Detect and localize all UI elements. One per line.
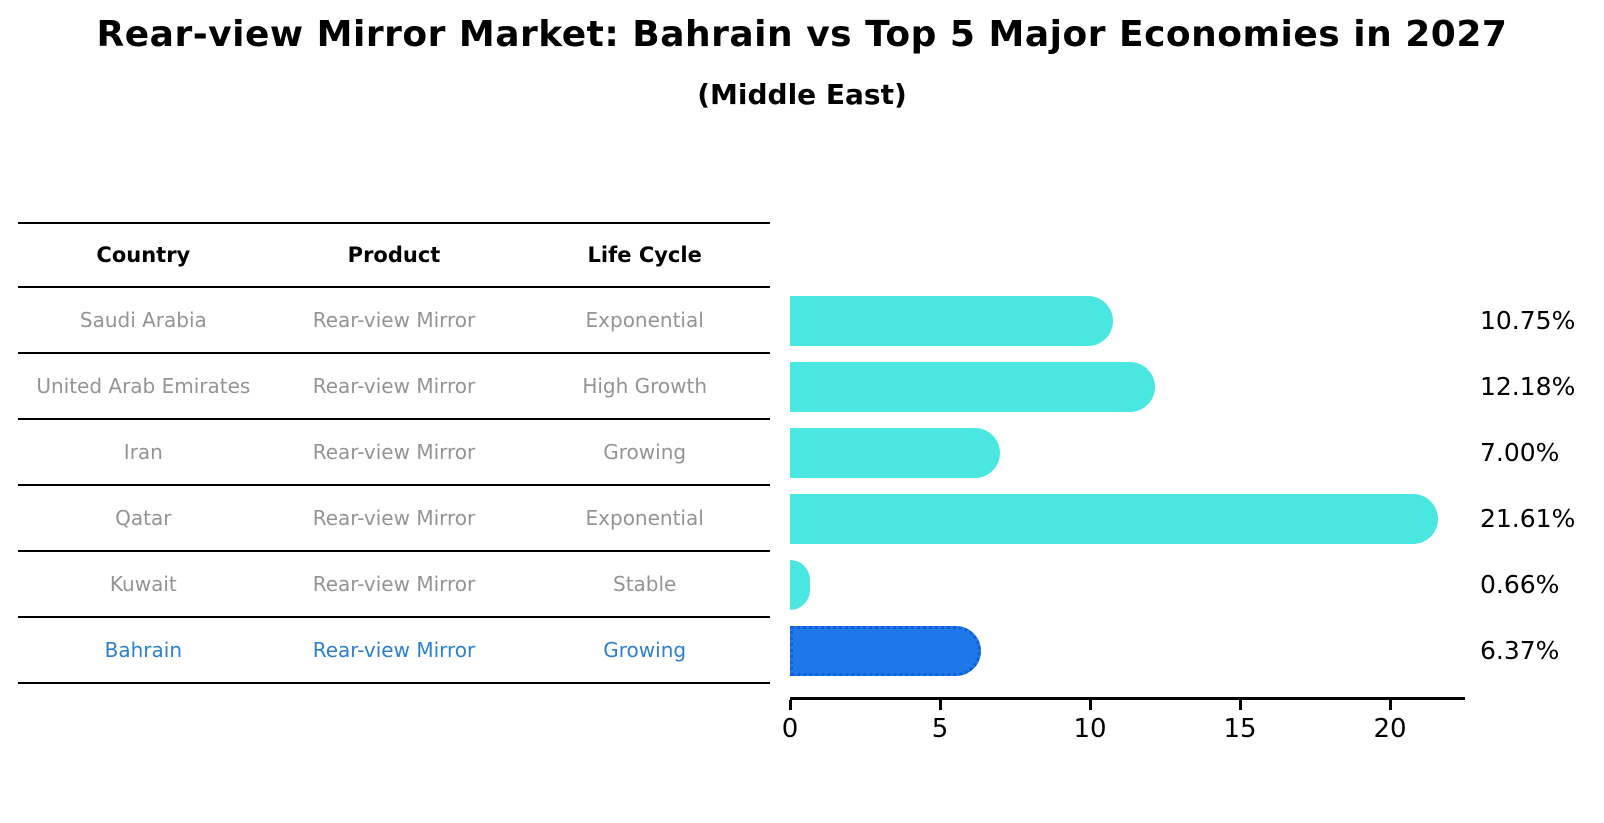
x-tick-label: 0 (781, 714, 799, 744)
cell-product: Rear-view Mirror (312, 506, 476, 530)
table-row: Saudi Arabia Rear-view Mirror Exponentia… (18, 288, 770, 354)
chart-subtitle: (Middle East) (697, 78, 907, 111)
x-tick-label: 10 (1073, 714, 1107, 744)
bar-bahrain-highlighted (790, 626, 982, 676)
value-label: 6.37% (1480, 636, 1560, 665)
x-tick-label: 20 (1373, 714, 1407, 744)
cell-product: Rear-view Mirror (312, 440, 476, 464)
bar-iran (790, 428, 1000, 478)
x-tick-label: 15 (1223, 714, 1257, 744)
cell-life-cycle: High Growth (582, 374, 708, 398)
x-tick-mark (1239, 700, 1242, 710)
bar-united-arab-emirates (790, 362, 1156, 412)
value-label: 0.66% (1480, 570, 1560, 599)
x-tick-mark (789, 700, 792, 710)
cell-country: Bahrain (104, 638, 183, 662)
table-header-row: Country Product Life Cycle (18, 222, 770, 288)
cell-country: Qatar (115, 506, 172, 530)
x-tick-label: 5 (931, 714, 949, 744)
table-row: United Arab Emirates Rear-view Mirror Hi… (18, 354, 770, 420)
value-label: 7.00% (1480, 438, 1560, 467)
table-row: Iran Rear-view Mirror Growing (18, 420, 770, 486)
value-label: 10.75% (1480, 306, 1576, 335)
table-row: Qatar Rear-view Mirror Exponential (18, 486, 770, 552)
cell-country: United Arab Emirates (36, 374, 251, 398)
table-header-life-cycle: Life Cycle (587, 243, 702, 267)
table-header-product: Product (347, 243, 441, 267)
cell-country: Iran (123, 440, 163, 464)
comparison-table: Country Product Life Cycle Saudi Arabia … (18, 222, 770, 684)
x-tick-mark (939, 700, 942, 710)
cell-life-cycle: Stable (613, 572, 677, 596)
cell-life-cycle: Growing (603, 440, 687, 464)
cell-product: Rear-view Mirror (312, 572, 476, 596)
table-row-bahrain: Bahrain Rear-view Mirror Growing (18, 618, 770, 684)
cell-country: Kuwait (109, 572, 177, 596)
cell-life-cycle: Exponential (585, 308, 704, 332)
table-header-country: Country (96, 243, 191, 267)
bar-saudi-arabia (790, 296, 1113, 346)
x-tick-mark (1089, 700, 1092, 710)
x-tick-mark (1389, 700, 1392, 710)
x-axis-line (790, 697, 1465, 700)
cell-product: Rear-view Mirror (312, 374, 476, 398)
bar-kuwait (790, 560, 810, 610)
value-label: 21.61% (1480, 504, 1576, 533)
table-row: Kuwait Rear-view Mirror Stable (18, 552, 770, 618)
cell-product: Rear-view Mirror (312, 638, 476, 662)
cell-life-cycle: Growing (603, 638, 687, 662)
value-label: 12.18% (1480, 372, 1576, 401)
bar-qatar (790, 494, 1439, 544)
cell-country: Saudi Arabia (79, 308, 207, 332)
cell-product: Rear-view Mirror (312, 308, 476, 332)
chart-title: Rear-view Mirror Market: Bahrain vs Top … (96, 14, 1508, 55)
cell-life-cycle: Exponential (585, 506, 704, 530)
